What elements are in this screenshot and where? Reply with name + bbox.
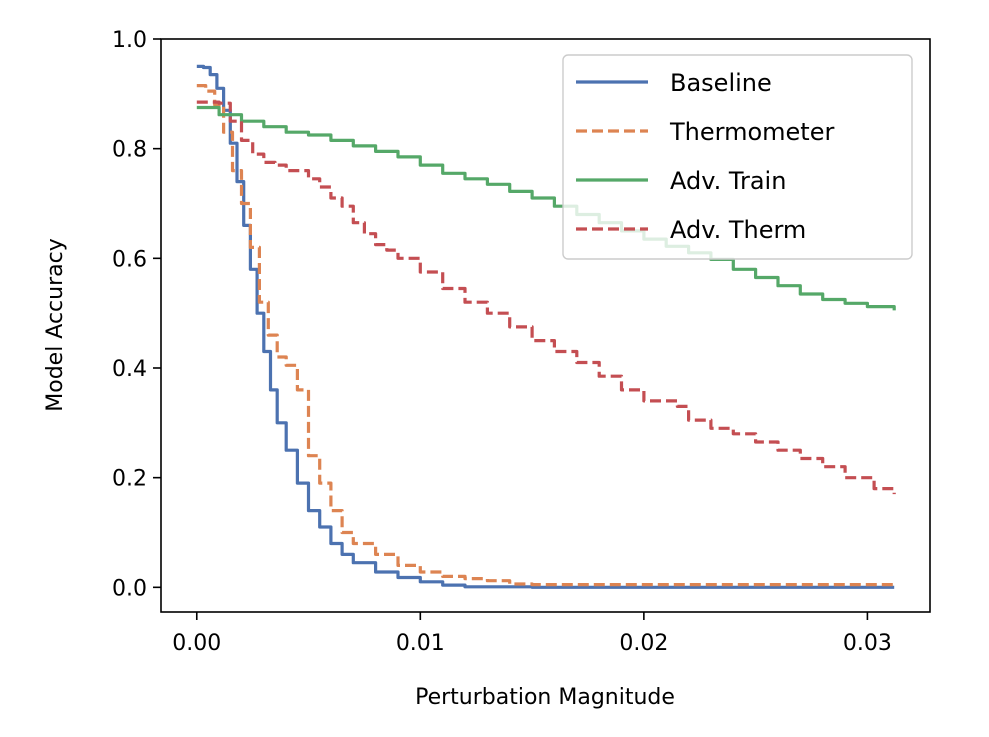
legend-label: Thermometer <box>669 118 834 146</box>
y-tick-label: 0.6 <box>112 247 147 272</box>
x-tick-label: 0.02 <box>619 631 668 656</box>
legend-label: Adv. Train <box>670 167 786 195</box>
x-tick-label: 0.00 <box>172 631 221 656</box>
y-tick-label: 0.2 <box>112 467 147 492</box>
x-tick-label: 0.03 <box>843 631 892 656</box>
y-tick-label: 0.4 <box>112 357 147 382</box>
series-line-thermometer <box>196 84 895 587</box>
x-axis-ticks: 0.00 0.01 0.02 0.03 <box>172 612 892 656</box>
legend-items: Baseline Thermometer Adv. Train Adv. Therm <box>576 69 834 244</box>
y-tick-label: 0.8 <box>112 138 147 163</box>
legend: Baseline Thermometer Adv. Train Adv. Therm <box>562 54 913 260</box>
series-line-adv-train <box>196 105 896 311</box>
series-layer <box>196 64 896 589</box>
legend-label: Baseline <box>670 69 772 97</box>
y-axis-ticks: 0.0 0.2 0.4 0.6 0.8 1.0 <box>112 28 161 601</box>
x-tick-label: 0.01 <box>396 631 445 656</box>
x-axis-label: Perturbation Magnitude <box>415 685 675 710</box>
y-tick-label: 1.0 <box>112 28 147 53</box>
y-tick-label: 0.0 <box>112 576 147 601</box>
y-axis-label: Model Accuracy <box>43 238 68 412</box>
plot-frame <box>160 38 931 613</box>
legend-box <box>562 54 913 260</box>
legend-label: Adv. Therm <box>670 216 806 244</box>
series-line-adv-therm <box>196 100 896 495</box>
